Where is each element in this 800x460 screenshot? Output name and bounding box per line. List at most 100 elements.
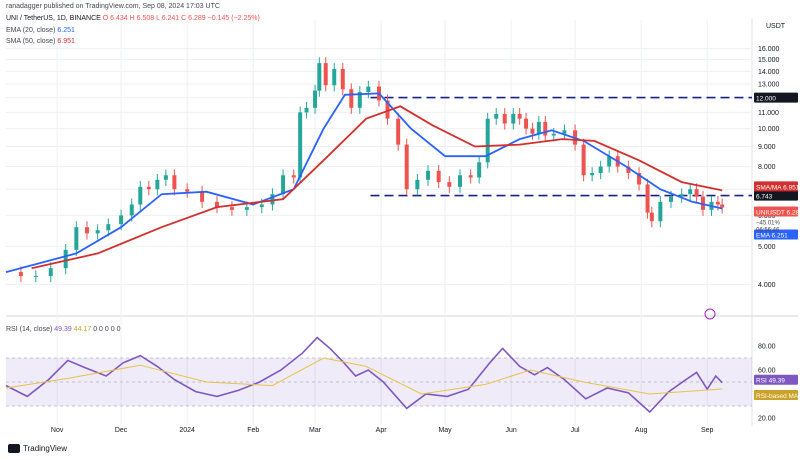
level-price-tag-box <box>754 92 798 103</box>
rsi-tick-label: 20.00 <box>758 416 776 423</box>
ema-legend[interactable]: EMA (20, close) 6.251 <box>6 27 75 34</box>
candle-body <box>298 112 303 178</box>
candle-body <box>645 184 650 213</box>
rsi-value-tag-label: RSI 49.39 <box>756 378 785 385</box>
symbol-label[interactable]: UNI / TetherUS, 1D, BINANCE <box>6 15 101 22</box>
ohlc-low: L 6.241 <box>156 15 180 22</box>
time-tick-label: 2024 <box>179 427 195 434</box>
level-price-tag-label: 6.743 <box>756 194 773 201</box>
candle-body <box>323 63 328 86</box>
price-tick-label: 4.000 <box>758 282 776 289</box>
candle-body <box>626 166 631 174</box>
price-tick-label: 13.000 <box>758 81 780 88</box>
candle-body <box>138 186 143 205</box>
candle-body <box>155 179 160 190</box>
candle-body <box>415 179 420 190</box>
candle-body <box>658 201 663 222</box>
candle-body <box>281 175 286 195</box>
price-tick-label: 16.000 <box>758 46 780 53</box>
candle-body <box>517 113 522 119</box>
countdown-timer: 06:56:46 <box>756 227 780 233</box>
candle-body <box>366 86 371 93</box>
time-tick-label: May <box>438 427 452 434</box>
candle-body <box>33 276 38 278</box>
candle-body <box>457 175 462 187</box>
rsi-ma-value-tag: RSI-based MA 44.17 <box>754 389 800 400</box>
candle-body <box>530 128 535 134</box>
tradingview-logo-text: TradingView <box>23 444 68 453</box>
ohlc-close: C 6.289 <box>181 15 206 22</box>
candle-body <box>551 133 556 136</box>
candle-body <box>106 224 111 231</box>
candle-body <box>349 89 354 108</box>
close-price-tag-label: UNIUSDT 6.289 <box>756 209 800 216</box>
candle-body <box>357 92 362 108</box>
candle-body <box>215 201 220 208</box>
rsi-legend-value: 49.39 <box>54 326 72 333</box>
rsi-line <box>5 336 723 414</box>
rsi-legend-extra: 0 0 0 0 0 <box>93 326 121 333</box>
symbol-ohlc-line: UNI / TetherUS, 1D, BINANCE O 6.434 H 6.… <box>6 15 260 22</box>
candle-body <box>119 215 124 225</box>
candle-body <box>715 201 720 205</box>
candle-body <box>436 170 441 183</box>
price-tick-label: 14.000 <box>758 69 780 76</box>
candle-body <box>590 173 595 176</box>
rsi-ma-legend-value: 44.17 <box>73 326 92 333</box>
candle-body <box>129 204 134 216</box>
candle-body <box>607 156 612 167</box>
ema-price-tag-label: EMA 6.251 <box>756 232 788 239</box>
rsi-ma-line <box>5 357 723 395</box>
candle-body <box>502 113 507 124</box>
candle-body <box>511 113 516 124</box>
sma-legend[interactable]: SMA (50, close) 6.951 <box>6 38 75 45</box>
candle-body <box>18 272 23 277</box>
candle-body <box>637 173 642 185</box>
time-tick-label: Aug <box>635 427 648 434</box>
price-tick-label: 5.000 <box>758 244 776 251</box>
candle-body <box>404 144 409 190</box>
price-tick-label: 10.000 <box>758 126 780 133</box>
price-tick-label: 8.000 <box>758 164 776 171</box>
candle-body <box>244 207 249 210</box>
time-tick-label: Nov <box>51 427 64 434</box>
candle-body <box>700 196 705 210</box>
candle-body <box>385 100 390 119</box>
candle-body <box>48 268 53 277</box>
candle-body <box>477 162 482 178</box>
candle-body <box>313 90 318 108</box>
candle-body <box>317 63 322 91</box>
candle-body <box>426 170 431 180</box>
candle-body <box>649 212 654 222</box>
time-tick-label: Sep <box>701 427 714 434</box>
candle-body <box>340 68 345 90</box>
price-axis-unit: USDT <box>766 23 786 30</box>
rsi-ma-value-tag-box <box>754 389 798 400</box>
rsi-tick-label: 80.00 <box>758 344 776 351</box>
time-tick-label: Feb <box>247 427 259 434</box>
candle-body <box>543 121 548 136</box>
candle-body <box>581 144 586 176</box>
candle-body <box>720 204 725 208</box>
candle-body <box>669 196 674 202</box>
sma-line <box>31 105 723 270</box>
candle-body <box>185 189 190 192</box>
candle-body <box>200 191 205 202</box>
rsi-legend[interactable]: RSI (14, close) 49.39 44.17 0 0 0 0 0 <box>6 326 120 333</box>
candle-body <box>447 182 452 187</box>
tradingview-logo[interactable]: TradingView <box>8 444 67 453</box>
candle-body <box>172 175 177 190</box>
candle-body <box>485 118 490 163</box>
sma-price-tag-box <box>754 181 798 192</box>
tradingview-logo-icon <box>8 444 20 453</box>
price-tick-label: 11.000 <box>758 110 779 117</box>
candle-body <box>84 227 89 234</box>
time-tick-label: Jul <box>571 427 580 434</box>
candle-body <box>694 189 699 197</box>
level-price-tag-box <box>754 190 798 201</box>
rsi-value-tag: RSI 49.39 <box>754 374 798 385</box>
publisher-line: ranadagger published on TradingView.com,… <box>6 3 220 10</box>
candle-body <box>63 249 68 269</box>
